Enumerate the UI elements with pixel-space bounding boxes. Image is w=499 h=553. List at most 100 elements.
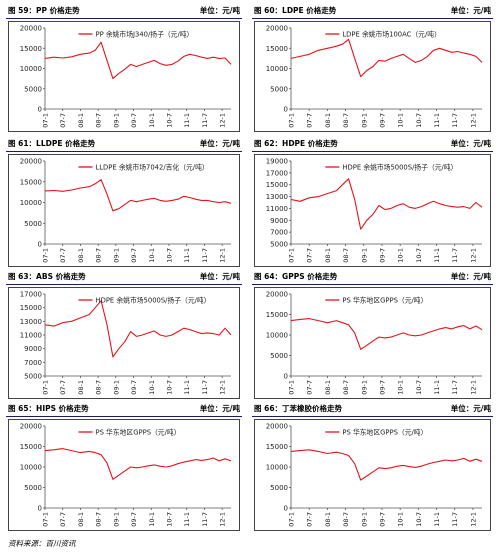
data-point	[106, 60, 107, 61]
data-point	[451, 52, 452, 53]
x-tick-label: 10-7	[415, 512, 423, 527]
data-point	[183, 328, 184, 329]
x-tick-label: 11-7	[201, 248, 209, 263]
data-point	[195, 459, 196, 460]
x-tick-label: 10-1	[397, 512, 405, 527]
data-point	[112, 356, 113, 357]
data-point	[378, 336, 379, 337]
x-tick-label: 11-7	[451, 113, 459, 128]
data-point	[224, 201, 225, 202]
data-point	[318, 196, 319, 197]
data-point	[165, 201, 166, 202]
x-tick-label: 09-7	[130, 512, 138, 527]
data-point	[207, 332, 208, 333]
panel-unit: 单位：元/吨	[199, 6, 240, 15]
y-tick-label: 10000	[20, 65, 42, 73]
price-line-chart: 0 5000 10000 15000 20000 07-1 07-7 08-1 08-7 09-1…	[266, 25, 483, 128]
data-point	[62, 322, 63, 323]
x-tick-label: 11-1	[433, 380, 441, 395]
data-point	[53, 326, 54, 327]
y-tick-label: 13000	[266, 193, 288, 201]
x-tick-label: 10-7	[415, 248, 423, 263]
data-point	[95, 307, 96, 308]
source-note: 资料来源：百川资讯	[8, 539, 76, 548]
data-point	[213, 457, 214, 458]
x-tick-label: 12-1	[469, 512, 477, 527]
y-tick-label: 5000	[270, 241, 288, 249]
chart-panel-66: 图 66：丁苯橡胶价格走势 单位：元/吨 0 5000 10000 15000 2000…	[252, 402, 493, 532]
price-line-chart: 0 5000 10000 15000 20000 07-1 07-7 08-1 08-7 09-1…	[266, 291, 483, 395]
data-point	[224, 458, 225, 459]
panel-title: 图 65：HIPS 价格走势	[8, 404, 89, 413]
data-point	[409, 58, 410, 59]
chart-panel-64: 图 64：GPPS 价格走势 单位：元/吨 0 5000 10000 15000 200…	[252, 270, 493, 400]
x-tick-label: 11-7	[451, 248, 459, 263]
price-series-line	[44, 41, 232, 80]
x-tick-label: 09-1	[112, 248, 120, 263]
data-point	[201, 460, 202, 461]
data-point	[118, 73, 119, 74]
y-tick-label: 11000	[266, 205, 288, 213]
data-point	[106, 324, 107, 325]
y-tick-label: 9000	[24, 345, 42, 353]
y-tick-label: 10000	[266, 332, 288, 340]
x-tick-label: 11-1	[183, 512, 191, 527]
x-tick-label: 07-7	[306, 512, 314, 527]
x-tick-label: 10-1	[148, 113, 156, 128]
data-point	[481, 207, 482, 208]
data-point	[348, 39, 349, 40]
x-tick-label: 10-7	[166, 113, 174, 128]
data-point	[80, 54, 81, 55]
data-point	[457, 459, 458, 460]
y-tick-label: 19000	[266, 158, 288, 166]
data-point	[148, 332, 149, 333]
data-point	[390, 336, 391, 337]
data-point	[445, 459, 446, 460]
data-point	[318, 50, 319, 51]
data-point	[360, 76, 361, 77]
data-point	[354, 58, 355, 59]
x-tick-label: 10-1	[148, 248, 156, 263]
x-tick-label: 12-1	[469, 380, 477, 395]
data-point	[142, 64, 143, 65]
chart-panel-60: 图 60：LDPE 价格走势 单位：元/吨 0 5000 10000 15000 200…	[252, 4, 493, 133]
data-point	[213, 57, 214, 58]
data-point	[433, 50, 434, 51]
y-tick-label: 0	[284, 505, 288, 513]
data-point	[354, 199, 355, 200]
x-tick-label: 07-1	[288, 380, 296, 395]
data-point	[201, 200, 202, 201]
data-point	[475, 56, 476, 57]
data-point	[348, 178, 349, 179]
panel-header: 图 59：PP 价格走势 单位：元/吨	[6, 4, 242, 19]
x-tick-label: 11-1	[433, 113, 441, 128]
data-point	[130, 466, 131, 467]
data-point	[384, 61, 385, 62]
data-point	[378, 60, 379, 61]
chart-frame: 0 5000 10000 15000 20000 07-1 07-7 08-1 08-7 09-1…	[254, 287, 491, 399]
y-tick-label: 17000	[20, 291, 42, 299]
data-point	[475, 459, 476, 460]
data-point	[230, 203, 231, 204]
data-point	[118, 348, 119, 349]
data-point	[360, 349, 361, 350]
x-tick-label: 08-7	[95, 113, 103, 128]
data-point	[409, 334, 410, 335]
y-tick-label: 11000	[20, 332, 42, 340]
data-point	[469, 54, 470, 55]
data-point	[219, 202, 220, 203]
x-tick-label: 09-1	[112, 380, 120, 395]
y-tick-label: 5000	[270, 85, 288, 93]
data-point	[348, 324, 349, 325]
x-tick-label: 07-7	[59, 248, 67, 263]
y-tick-label: 10000	[266, 464, 288, 472]
data-point	[183, 56, 184, 57]
data-point	[309, 449, 310, 450]
x-tick-label: 08-7	[342, 380, 350, 395]
x-tick-label: 11-1	[433, 512, 441, 527]
legend-label: PS 华东地区GPPS（元/吨）	[95, 428, 180, 437]
data-point	[403, 332, 404, 333]
panel-title: 图 64：GPPS 价格走势	[254, 272, 338, 281]
data-point	[224, 328, 225, 329]
data-point	[409, 207, 410, 208]
